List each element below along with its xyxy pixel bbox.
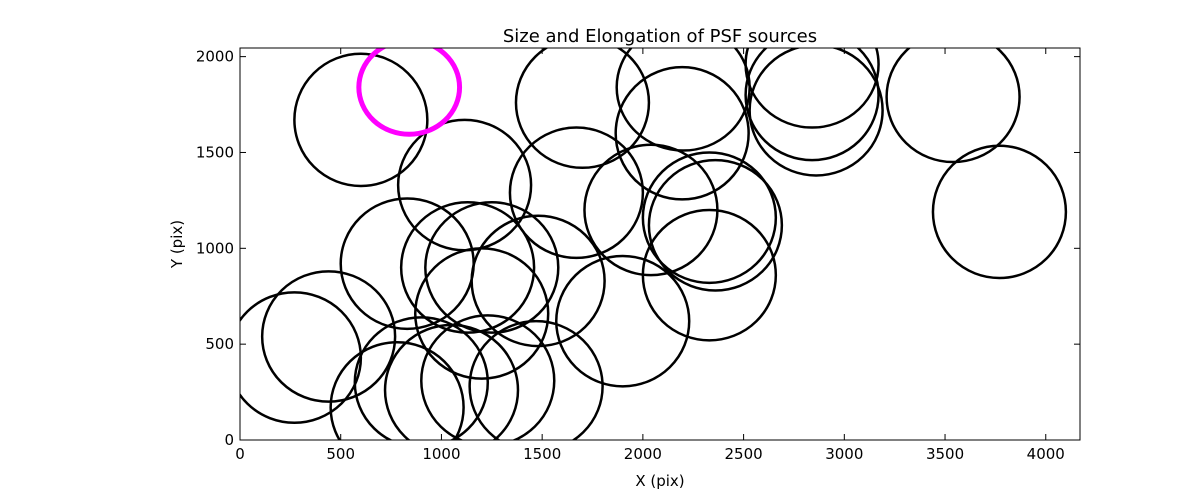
x-tick-label: 500 [326,445,355,463]
x-tick-label: 4000 [1027,445,1065,463]
psf-ellipse [293,52,429,188]
psf-ellipse [641,151,778,285]
psf-ellipse [399,201,536,334]
y-tick-label: 1000 [196,239,234,257]
psf-ellipse [468,319,604,440]
psf-ellipse [641,208,778,342]
x-tick-label: 1500 [523,445,561,463]
psf-ellipse [514,48,651,170]
psf-ellipse [748,48,884,177]
chart-title: Size and Elongation of PSF sources [503,26,817,47]
psf-ellipse [260,270,397,403]
psf-ellipse [744,48,880,162]
psf-ellipse [555,254,691,388]
psf-ellipse [931,144,1068,280]
psf-ellipse [647,158,784,292]
x-axis-ticks: 0 500 1000 1500 2000 2500 3000 3500 4000 [235,48,1065,463]
psf-ellipse [240,291,363,424]
plot-frame [239,47,1081,441]
x-tick-label: 1000 [422,445,460,463]
psf-ellipse [424,201,560,334]
psf-ellipse [744,48,880,129]
psf-ellipse [614,65,750,201]
x-tick-label: 3000 [825,445,863,463]
psf-ellipse [420,314,556,440]
y-axis-ticks: 0 500 1000 1500 2000 [196,48,1080,449]
psf-ellipse [329,341,465,440]
x-tick-label: 2000 [624,445,662,463]
y-tick-label: 2000 [196,48,234,66]
psf-ellipses [240,48,1068,440]
x-tick-label: 3500 [926,445,964,463]
psf-ellipse [353,316,489,440]
y-tick-label: 500 [205,335,234,353]
psf-ellipse [885,48,1021,164]
psf-ellipse [508,126,645,260]
x-tick-label: 2500 [725,445,763,463]
psf-ellipse [414,247,550,380]
y-tick-label: 0 [224,431,234,449]
x-tick-label: 0 [235,445,245,463]
psf-ellipse-highlight [356,48,463,137]
x-axis-label: X (pix) [635,472,684,490]
y-tick-label: 1500 [196,143,234,161]
y-axis-label: Y (pix) [168,220,186,269]
